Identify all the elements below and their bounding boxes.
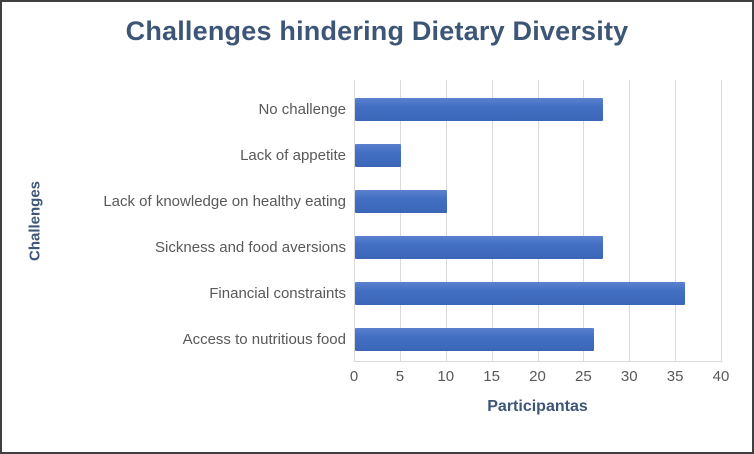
- gridline-x-0: [354, 80, 355, 362]
- gridline-x-25: [583, 80, 584, 362]
- x-tick-label: 20: [529, 368, 546, 385]
- x-tick-label: 15: [483, 368, 500, 385]
- category-label: No challenge: [258, 101, 346, 118]
- gridline-x-15: [492, 80, 493, 362]
- bar: [355, 144, 401, 167]
- category-label: Sickness and food aversions: [155, 239, 346, 256]
- category-label: Lack of appetite: [240, 147, 346, 164]
- x-tick-label: 25: [575, 368, 592, 385]
- x-tick-label: 10: [437, 368, 455, 385]
- x-tick-label: 30: [620, 368, 638, 385]
- bar: [355, 98, 603, 121]
- bar: [355, 328, 594, 351]
- plot-area: [354, 80, 722, 362]
- category-label: Access to nutritious food: [182, 331, 346, 348]
- bar: [355, 190, 447, 213]
- x-axis-title: Participantas: [487, 398, 588, 415]
- gridline-x-20: [538, 80, 539, 362]
- gridline-x-40: [721, 80, 722, 362]
- chart-title: Challenges hindering Dietary Diversity: [125, 16, 629, 46]
- x-tick-label: 0: [349, 368, 359, 385]
- bar: [355, 236, 603, 259]
- bar: [355, 282, 685, 305]
- x-tick-label: 5: [395, 368, 405, 385]
- category-label: Financial constraints: [209, 285, 346, 302]
- x-tick-label: 40: [712, 368, 730, 385]
- gridline-x-5: [400, 80, 401, 362]
- y-axis-title: Challenges: [26, 180, 44, 262]
- x-axis-line: [354, 361, 721, 362]
- gridline-x-30: [629, 80, 630, 362]
- x-tick-label: 35: [666, 368, 684, 385]
- gridline-x-10: [446, 80, 447, 362]
- category-label: Lack of knowledge on healthy eating: [103, 193, 346, 210]
- gridline-x-35: [675, 80, 676, 362]
